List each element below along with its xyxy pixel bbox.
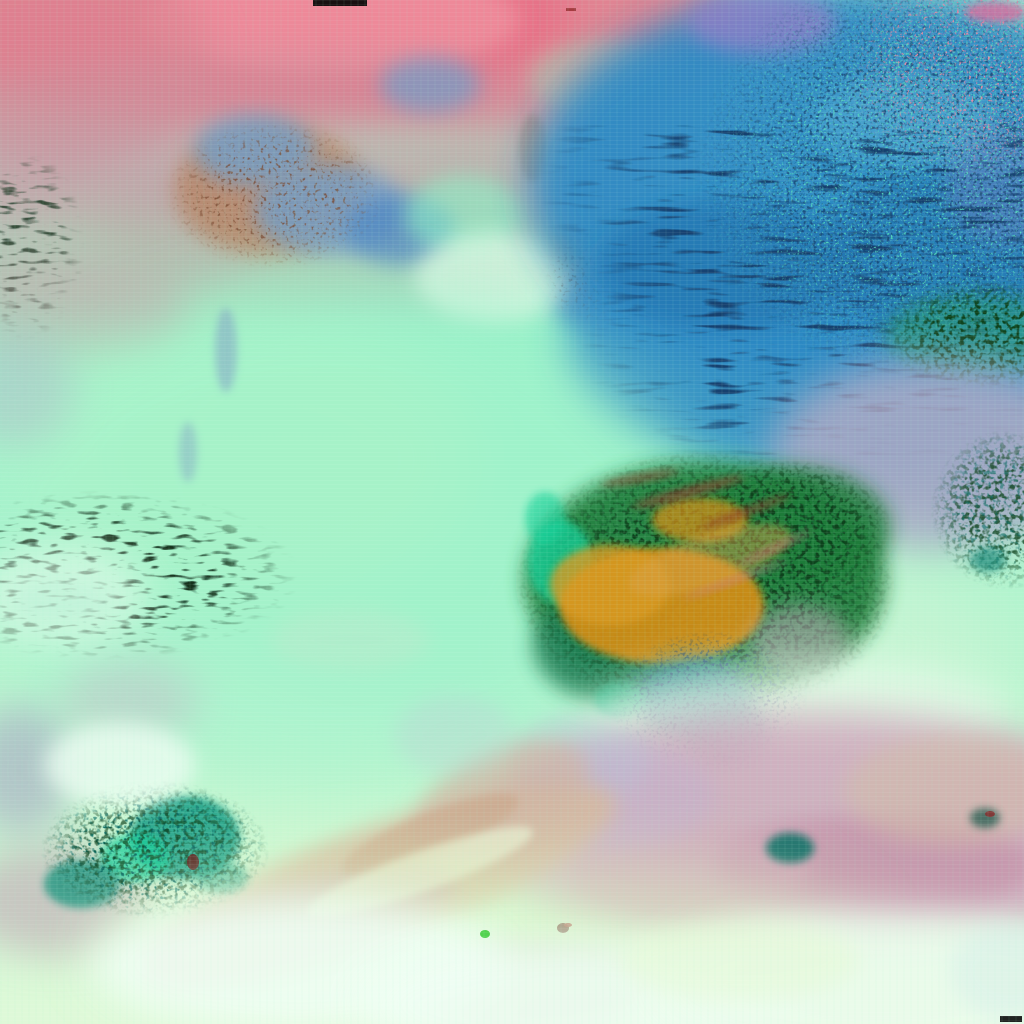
sensor-artifacts <box>313 0 1022 1022</box>
speckled-pink-corner <box>840 0 1024 190</box>
small-red-dash <box>566 8 576 11</box>
white-clouds <box>0 545 1024 1024</box>
top-black-bar <box>313 0 367 6</box>
bottom-right-black-mark <box>1000 1016 1022 1022</box>
